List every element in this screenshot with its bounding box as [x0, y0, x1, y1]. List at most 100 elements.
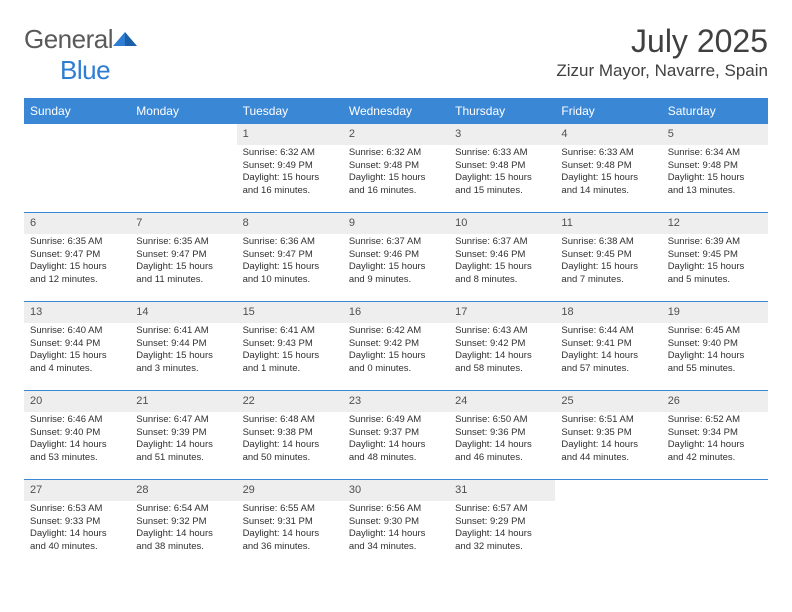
header: GeneralBlue July 2025 Zizur Mayor, Navar…: [24, 24, 768, 86]
day-number: 31: [449, 480, 555, 501]
sunrise-label: Sunrise:: [243, 414, 278, 425]
day-body: Sunrise: 6:41 AMSunset: 9:43 PMDaylight:…: [237, 323, 343, 380]
sunrise-label: Sunrise:: [455, 325, 490, 336]
day-body: Sunrise: 6:46 AMSunset: 9:40 PMDaylight:…: [24, 412, 130, 469]
day-header: Friday: [555, 99, 661, 124]
day-body: Sunrise: 6:50 AMSunset: 9:36 PMDaylight:…: [449, 412, 555, 469]
sunrise-label: Sunrise:: [668, 414, 703, 425]
logo-word-b: Blue: [60, 55, 110, 85]
sunset-value: 9:42 PM: [384, 338, 419, 349]
day-number: 6: [24, 213, 130, 234]
sunset-label: Sunset:: [136, 338, 168, 349]
sunset-value: 9:40 PM: [65, 427, 100, 438]
sunrise-label: Sunrise:: [561, 236, 596, 247]
day-header: Thursday: [449, 99, 555, 124]
sunrise-label: Sunrise:: [243, 147, 278, 158]
day-number: 16: [343, 302, 449, 323]
calendar-cell: 28Sunrise: 6:54 AMSunset: 9:32 PMDayligh…: [130, 480, 236, 569]
day-body: Sunrise: 6:34 AMSunset: 9:48 PMDaylight:…: [662, 145, 768, 202]
sunset-label: Sunset:: [136, 249, 168, 260]
sunset-label: Sunset:: [349, 249, 381, 260]
daylight-label: Daylight:: [243, 439, 280, 450]
sunset-value: 9:31 PM: [277, 516, 312, 527]
sunrise-value: 6:38 AM: [599, 236, 634, 247]
sunrise-value: 6:43 AM: [493, 325, 528, 336]
day-number: 5: [662, 124, 768, 145]
calendar-cell: 31Sunrise: 6:57 AMSunset: 9:29 PMDayligh…: [449, 480, 555, 569]
daylight-label: Daylight:: [30, 528, 67, 539]
day-header: Sunday: [24, 99, 130, 124]
sunrise-label: Sunrise:: [349, 236, 384, 247]
calendar-cell: 4Sunrise: 6:33 AMSunset: 9:48 PMDaylight…: [555, 124, 661, 213]
sunset-label: Sunset:: [561, 338, 593, 349]
sunrise-label: Sunrise:: [455, 414, 490, 425]
daylight-label: Daylight:: [243, 528, 280, 539]
day-number: 14: [130, 302, 236, 323]
daylight-label: Daylight:: [243, 172, 280, 183]
day-body: Sunrise: 6:55 AMSunset: 9:31 PMDaylight:…: [237, 501, 343, 558]
day-number: 10: [449, 213, 555, 234]
calendar-cell: 30Sunrise: 6:56 AMSunset: 9:30 PMDayligh…: [343, 480, 449, 569]
sunset-label: Sunset:: [30, 516, 62, 527]
sunset-value: 9:40 PM: [703, 338, 738, 349]
day-number: 8: [237, 213, 343, 234]
calendar-table: SundayMondayTuesdayWednesdayThursdayFrid…: [24, 98, 768, 568]
sunrise-value: 6:50 AM: [493, 414, 528, 425]
sunset-label: Sunset:: [668, 427, 700, 438]
sunset-label: Sunset:: [561, 427, 593, 438]
sunset-label: Sunset:: [136, 427, 168, 438]
daylight-label: Daylight:: [243, 261, 280, 272]
daylight-label: Daylight:: [136, 439, 173, 450]
month-title: July 2025: [556, 24, 768, 59]
day-body: Sunrise: 6:54 AMSunset: 9:32 PMDaylight:…: [130, 501, 236, 558]
daylight-label: Daylight:: [136, 350, 173, 361]
sunrise-label: Sunrise:: [561, 147, 596, 158]
sunset-label: Sunset:: [136, 516, 168, 527]
sunset-value: 9:48 PM: [384, 160, 419, 171]
day-header: Tuesday: [237, 99, 343, 124]
day-number: 24: [449, 391, 555, 412]
day-number: 2: [343, 124, 449, 145]
calendar-cell: [24, 124, 130, 213]
sunset-value: 9:41 PM: [596, 338, 631, 349]
day-body: Sunrise: 6:56 AMSunset: 9:30 PMDaylight:…: [343, 501, 449, 558]
sunrise-value: 6:36 AM: [280, 236, 315, 247]
calendar-cell: [662, 480, 768, 569]
daylight-label: Daylight:: [349, 350, 386, 361]
sunset-label: Sunset:: [30, 338, 62, 349]
sunset-value: 9:36 PM: [490, 427, 525, 438]
sunset-value: 9:43 PM: [277, 338, 312, 349]
sunset-label: Sunset:: [561, 249, 593, 260]
sunrise-label: Sunrise:: [668, 236, 703, 247]
sunset-value: 9:34 PM: [703, 427, 738, 438]
day-body: Sunrise: 6:47 AMSunset: 9:39 PMDaylight:…: [130, 412, 236, 469]
daylight-label: Daylight:: [561, 350, 598, 361]
calendar-cell: 17Sunrise: 6:43 AMSunset: 9:42 PMDayligh…: [449, 302, 555, 391]
day-number: 27: [24, 480, 130, 501]
sunset-label: Sunset:: [455, 516, 487, 527]
calendar-cell: 16Sunrise: 6:42 AMSunset: 9:42 PMDayligh…: [343, 302, 449, 391]
sunrise-value: 6:39 AM: [705, 236, 740, 247]
sunset-value: 9:38 PM: [277, 427, 312, 438]
daylight-label: Daylight:: [561, 172, 598, 183]
calendar-cell: 20Sunrise: 6:46 AMSunset: 9:40 PMDayligh…: [24, 391, 130, 480]
day-body: Sunrise: 6:32 AMSunset: 9:49 PMDaylight:…: [237, 145, 343, 202]
sunset-label: Sunset:: [30, 249, 62, 260]
daylight-label: Daylight:: [561, 439, 598, 450]
sunrise-label: Sunrise:: [136, 414, 171, 425]
sunrise-value: 6:55 AM: [280, 503, 315, 514]
calendar-cell: 26Sunrise: 6:52 AMSunset: 9:34 PMDayligh…: [662, 391, 768, 480]
day-body: Sunrise: 6:33 AMSunset: 9:48 PMDaylight:…: [555, 145, 661, 202]
sunrise-value: 6:35 AM: [174, 236, 209, 247]
day-number: 25: [555, 391, 661, 412]
logo-icon: [113, 24, 139, 54]
day-number: 13: [24, 302, 130, 323]
sunset-label: Sunset:: [243, 249, 275, 260]
calendar-cell: 23Sunrise: 6:49 AMSunset: 9:37 PMDayligh…: [343, 391, 449, 480]
calendar-cell: 24Sunrise: 6:50 AMSunset: 9:36 PMDayligh…: [449, 391, 555, 480]
day-body: Sunrise: 6:53 AMSunset: 9:33 PMDaylight:…: [24, 501, 130, 558]
daylight-label: Daylight:: [30, 261, 67, 272]
daylight-label: Daylight:: [455, 172, 492, 183]
sunrise-value: 6:42 AM: [386, 325, 421, 336]
sunset-value: 9:49 PM: [277, 160, 312, 171]
